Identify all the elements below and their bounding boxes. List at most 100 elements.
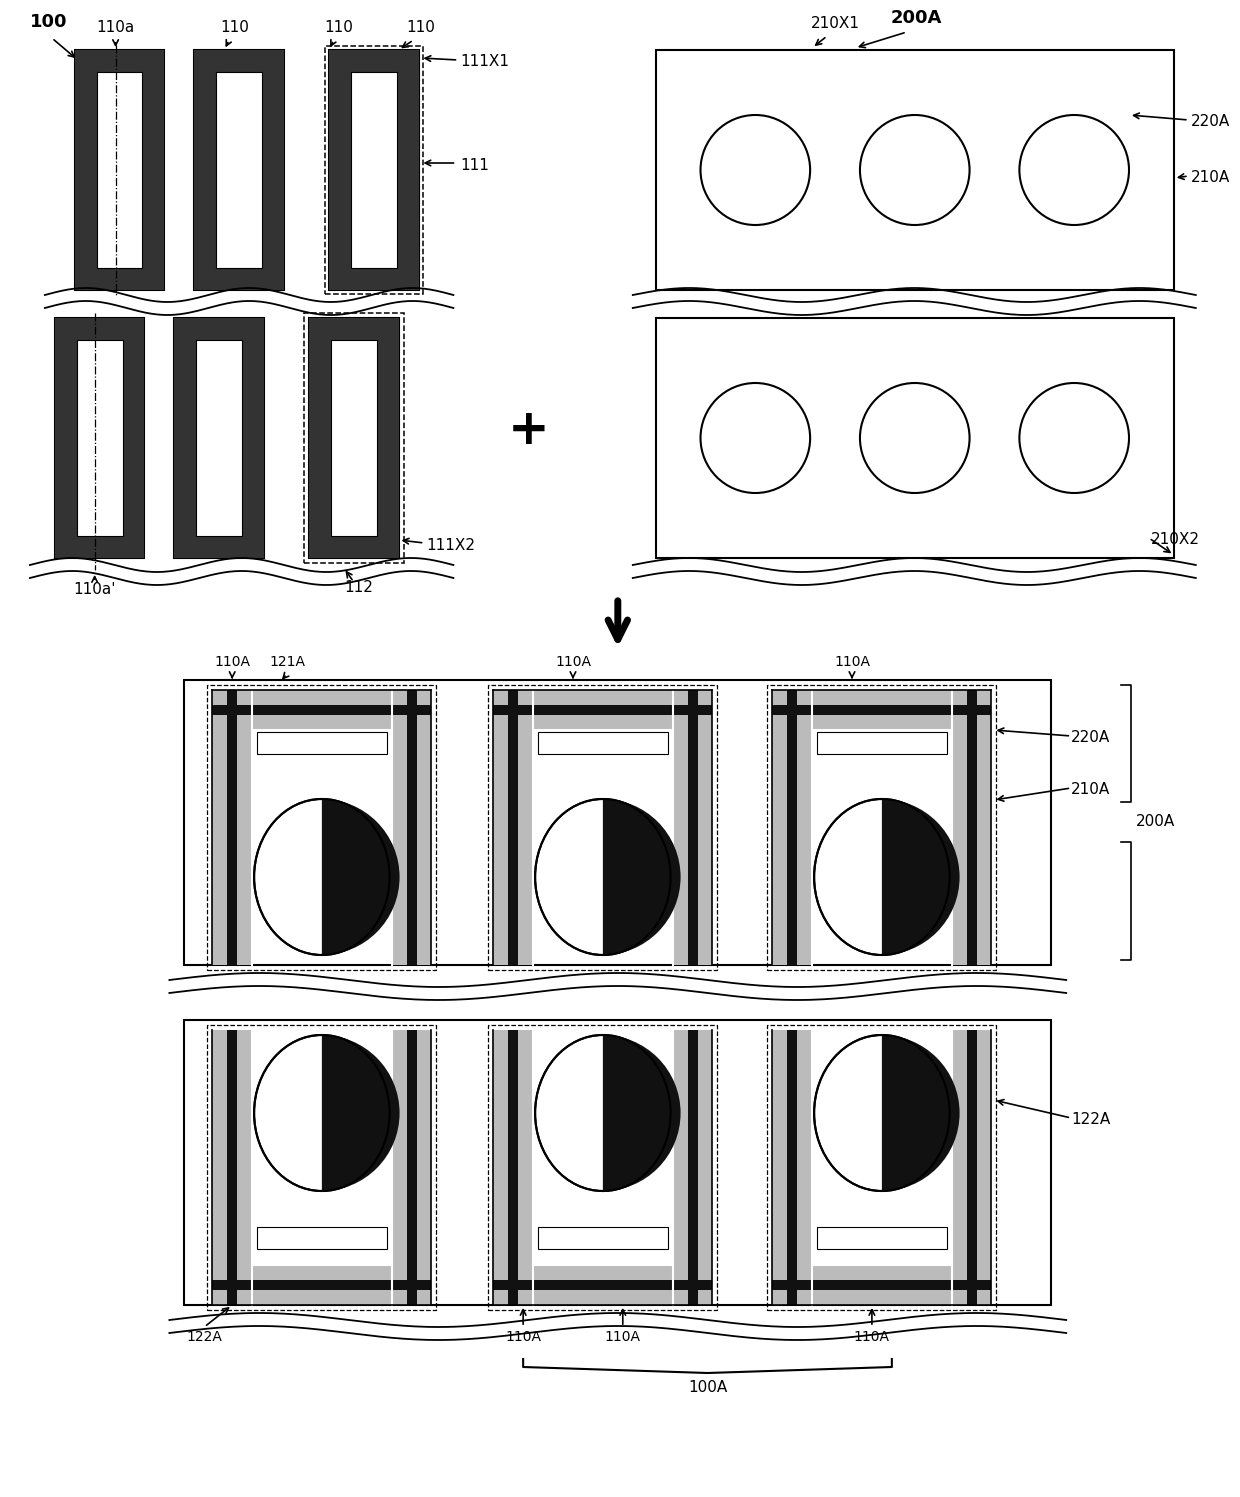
Bar — [508, 690, 518, 966]
Bar — [252, 1225, 392, 1265]
Bar — [773, 1280, 992, 1290]
Bar — [227, 690, 237, 966]
Bar — [97, 268, 143, 290]
Bar — [329, 49, 419, 290]
Bar — [351, 72, 397, 268]
Text: 110A: 110A — [505, 1329, 541, 1344]
Bar — [397, 49, 419, 290]
Bar — [227, 1030, 237, 1305]
Bar — [966, 1030, 977, 1305]
Bar — [407, 690, 417, 966]
Text: 200A: 200A — [1136, 814, 1176, 829]
Text: 110a': 110a' — [73, 582, 115, 597]
Text: 220A: 220A — [1190, 114, 1230, 130]
Bar — [196, 317, 242, 340]
Bar — [773, 690, 992, 731]
Bar — [812, 1225, 951, 1265]
Bar — [377, 317, 398, 558]
Text: +: + — [507, 406, 549, 454]
Bar — [242, 317, 264, 558]
Bar — [212, 1265, 432, 1305]
Ellipse shape — [861, 115, 970, 225]
Text: 200A: 200A — [892, 9, 942, 27]
Bar — [787, 1030, 797, 1305]
Bar — [494, 1030, 533, 1305]
Bar — [656, 317, 1174, 558]
Bar — [331, 536, 377, 558]
Bar — [672, 690, 713, 966]
Bar — [331, 340, 377, 536]
Text: 121A: 121A — [269, 656, 305, 669]
Text: 100A: 100A — [688, 1380, 727, 1395]
Bar — [533, 1225, 672, 1265]
Text: 122A: 122A — [186, 1329, 222, 1344]
Text: 110A: 110A — [556, 656, 591, 669]
Bar — [212, 1030, 252, 1305]
Bar — [216, 268, 262, 290]
Text: 110A: 110A — [215, 656, 250, 669]
Bar — [773, 705, 992, 716]
Bar — [538, 1228, 667, 1248]
Bar — [185, 680, 1052, 966]
Bar — [687, 1030, 698, 1305]
Ellipse shape — [536, 1034, 671, 1192]
Text: 110A: 110A — [835, 656, 870, 669]
Bar — [216, 49, 262, 72]
Bar — [212, 705, 432, 716]
Bar — [196, 340, 242, 536]
Bar — [175, 317, 264, 558]
Bar — [494, 1265, 713, 1305]
Bar — [97, 72, 143, 268]
Text: 210A: 210A — [1071, 783, 1111, 798]
Text: 111X2: 111X2 — [427, 537, 475, 552]
Bar — [768, 686, 997, 970]
Wedge shape — [322, 1034, 399, 1192]
Ellipse shape — [1019, 383, 1128, 493]
Text: 210X1: 210X1 — [811, 16, 859, 31]
Bar — [212, 1280, 432, 1290]
Text: 100: 100 — [30, 13, 67, 31]
Bar — [97, 49, 143, 72]
Bar — [309, 317, 331, 558]
Ellipse shape — [701, 115, 810, 225]
Bar — [195, 49, 284, 290]
Bar — [768, 1025, 997, 1310]
Wedge shape — [603, 1034, 681, 1192]
Bar — [494, 1280, 713, 1290]
Ellipse shape — [815, 1034, 950, 1192]
Text: 220A: 220A — [1071, 731, 1111, 746]
Bar — [672, 1030, 713, 1305]
Ellipse shape — [536, 799, 671, 955]
Bar — [508, 1030, 518, 1305]
Bar — [123, 317, 145, 558]
Wedge shape — [603, 799, 681, 955]
Bar — [143, 49, 165, 290]
Ellipse shape — [815, 799, 950, 955]
Bar — [207, 686, 436, 970]
Text: 112: 112 — [345, 581, 373, 596]
Text: 110A: 110A — [854, 1329, 890, 1344]
Bar — [212, 690, 432, 731]
Bar — [392, 1030, 432, 1305]
Ellipse shape — [701, 383, 810, 493]
Bar — [656, 49, 1174, 290]
Bar — [817, 732, 946, 754]
Bar — [74, 49, 97, 290]
Text: 110: 110 — [221, 21, 249, 36]
Bar — [538, 732, 667, 754]
Bar — [773, 1265, 992, 1305]
Bar — [817, 1228, 946, 1248]
Ellipse shape — [254, 1034, 389, 1192]
Bar — [951, 690, 992, 966]
Text: 111: 111 — [460, 157, 490, 172]
Bar — [331, 317, 377, 340]
Bar — [494, 690, 713, 731]
Bar — [262, 49, 284, 290]
Bar — [407, 1030, 417, 1305]
Bar — [773, 690, 812, 966]
Bar — [494, 705, 713, 716]
Bar — [489, 1025, 718, 1310]
Text: 210X2: 210X2 — [1151, 533, 1200, 548]
Bar — [309, 317, 398, 558]
Ellipse shape — [861, 383, 970, 493]
